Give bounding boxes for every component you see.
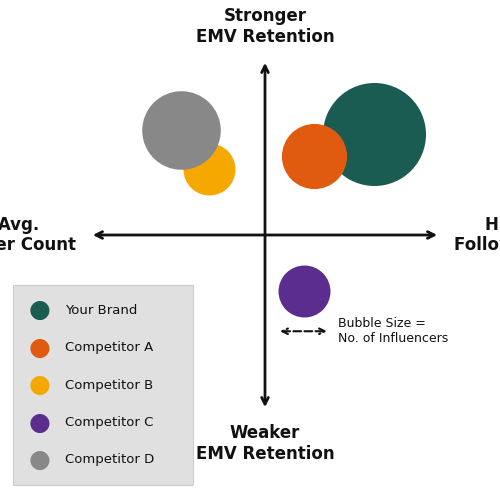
Point (300, 287, 308, 295)
Point (310, 152, 318, 160)
Text: Competitor C: Competitor C (65, 416, 154, 429)
Text: ●: ● (29, 448, 51, 472)
Text: ●: ● (29, 373, 51, 397)
Text: Your Brand: Your Brand (65, 304, 138, 316)
Text: ●: ● (29, 410, 51, 434)
Text: Weaker
EMV Retention: Weaker EMV Retention (196, 424, 334, 463)
Point (177, 126, 185, 134)
Point (370, 130, 378, 138)
Text: ●: ● (29, 336, 51, 359)
Text: Stronger
EMV Retention: Stronger EMV Retention (196, 7, 334, 46)
Text: ●: ● (29, 298, 51, 322)
Point (205, 164, 213, 172)
Text: Bubble Size =
No. of Influencers: Bubble Size = No. of Influencers (338, 318, 449, 345)
Text: Competitor A: Competitor A (65, 341, 153, 354)
Text: Competitor B: Competitor B (65, 378, 153, 392)
Text: Competitor D: Competitor D (65, 454, 154, 466)
Text: Higher Avg.
Follower Count: Higher Avg. Follower Count (454, 216, 500, 254)
Text: Lower Avg.
Follower Count: Lower Avg. Follower Count (0, 216, 76, 254)
